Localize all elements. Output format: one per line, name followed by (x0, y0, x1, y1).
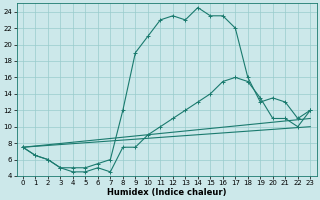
X-axis label: Humidex (Indice chaleur): Humidex (Indice chaleur) (107, 188, 226, 197)
